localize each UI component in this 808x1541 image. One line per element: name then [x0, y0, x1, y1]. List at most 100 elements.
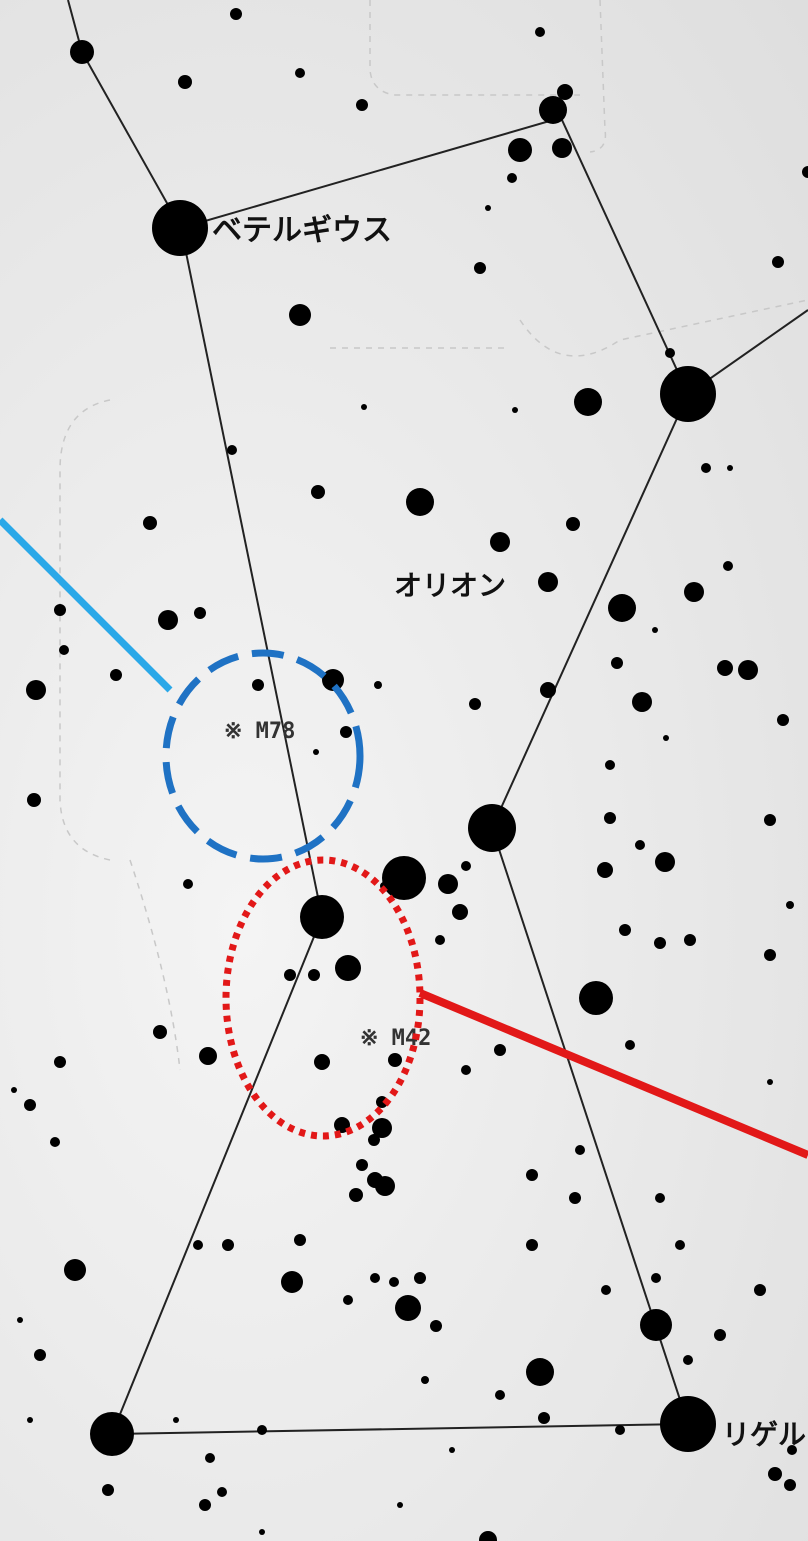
star — [727, 465, 733, 471]
star — [281, 1271, 303, 1293]
star — [173, 1417, 179, 1423]
star — [660, 1396, 716, 1452]
star — [635, 840, 645, 850]
star — [490, 532, 510, 552]
star — [754, 1284, 766, 1296]
label-orion: オリオン — [394, 569, 506, 602]
star — [535, 27, 545, 37]
star — [252, 679, 264, 691]
star — [54, 604, 66, 616]
star — [557, 84, 573, 100]
star — [611, 657, 623, 669]
star — [295, 68, 305, 78]
star — [294, 1234, 306, 1246]
star — [608, 594, 636, 622]
star — [651, 1273, 661, 1283]
star — [102, 1484, 114, 1496]
star — [512, 407, 518, 413]
star — [461, 1065, 471, 1075]
star — [449, 1447, 455, 1453]
star — [222, 1239, 234, 1251]
star — [539, 96, 567, 124]
star — [388, 1053, 402, 1067]
star — [684, 582, 704, 602]
star — [110, 669, 122, 681]
star — [153, 1025, 167, 1039]
star — [701, 463, 711, 473]
star — [655, 1193, 665, 1203]
star — [199, 1499, 211, 1511]
star — [343, 1295, 353, 1305]
star — [438, 874, 458, 894]
star — [368, 1134, 380, 1146]
star — [485, 205, 491, 211]
blue-dashed-circle — [162, 649, 364, 863]
star — [784, 1479, 796, 1491]
line-feet — [111, 1423, 689, 1435]
star — [300, 895, 344, 939]
star — [90, 1412, 134, 1456]
star — [601, 1285, 611, 1295]
star — [569, 1192, 581, 1204]
star — [199, 1047, 217, 1065]
star — [193, 1240, 203, 1250]
star — [772, 256, 784, 268]
star — [474, 262, 486, 274]
star — [684, 934, 696, 946]
star — [430, 1320, 442, 1332]
star — [414, 1272, 426, 1284]
star — [11, 1087, 17, 1093]
line-left-body — [111, 227, 324, 1435]
star — [395, 1295, 421, 1321]
star — [452, 904, 468, 920]
line-right-body — [490, 393, 689, 1425]
line-shoulders — [180, 117, 561, 229]
star — [723, 561, 733, 571]
star — [767, 1079, 773, 1085]
star — [579, 981, 613, 1015]
star — [652, 627, 658, 633]
star — [507, 173, 517, 183]
star — [406, 488, 434, 516]
star — [308, 969, 320, 981]
star — [27, 1417, 33, 1423]
star — [566, 517, 580, 531]
star — [370, 1273, 380, 1283]
star — [538, 1412, 550, 1424]
star — [230, 8, 242, 20]
star — [605, 760, 615, 770]
stars — [11, 8, 808, 1541]
label-m42: ※ M42 — [360, 1026, 431, 1051]
star — [777, 714, 789, 726]
star — [526, 1358, 554, 1386]
star — [683, 1355, 693, 1365]
star — [397, 1502, 403, 1508]
star — [461, 861, 471, 871]
star — [50, 1137, 60, 1147]
star — [340, 726, 352, 738]
star — [526, 1239, 538, 1251]
star — [421, 1376, 429, 1384]
star — [663, 735, 669, 741]
star — [640, 1309, 672, 1341]
star — [70, 40, 94, 64]
star — [152, 200, 208, 256]
star — [194, 607, 206, 619]
star — [54, 1056, 66, 1068]
star — [540, 682, 556, 698]
star — [738, 660, 758, 680]
line-right-arm — [561, 119, 808, 396]
star — [717, 660, 733, 676]
star — [654, 937, 666, 949]
star — [389, 1277, 399, 1287]
red-pointer-line — [418, 989, 808, 1159]
star — [34, 1349, 46, 1361]
star — [374, 681, 382, 689]
star — [574, 388, 602, 416]
star — [675, 1240, 685, 1250]
star — [479, 1531, 497, 1541]
star — [289, 304, 311, 326]
star — [468, 804, 516, 852]
star — [205, 1453, 215, 1463]
